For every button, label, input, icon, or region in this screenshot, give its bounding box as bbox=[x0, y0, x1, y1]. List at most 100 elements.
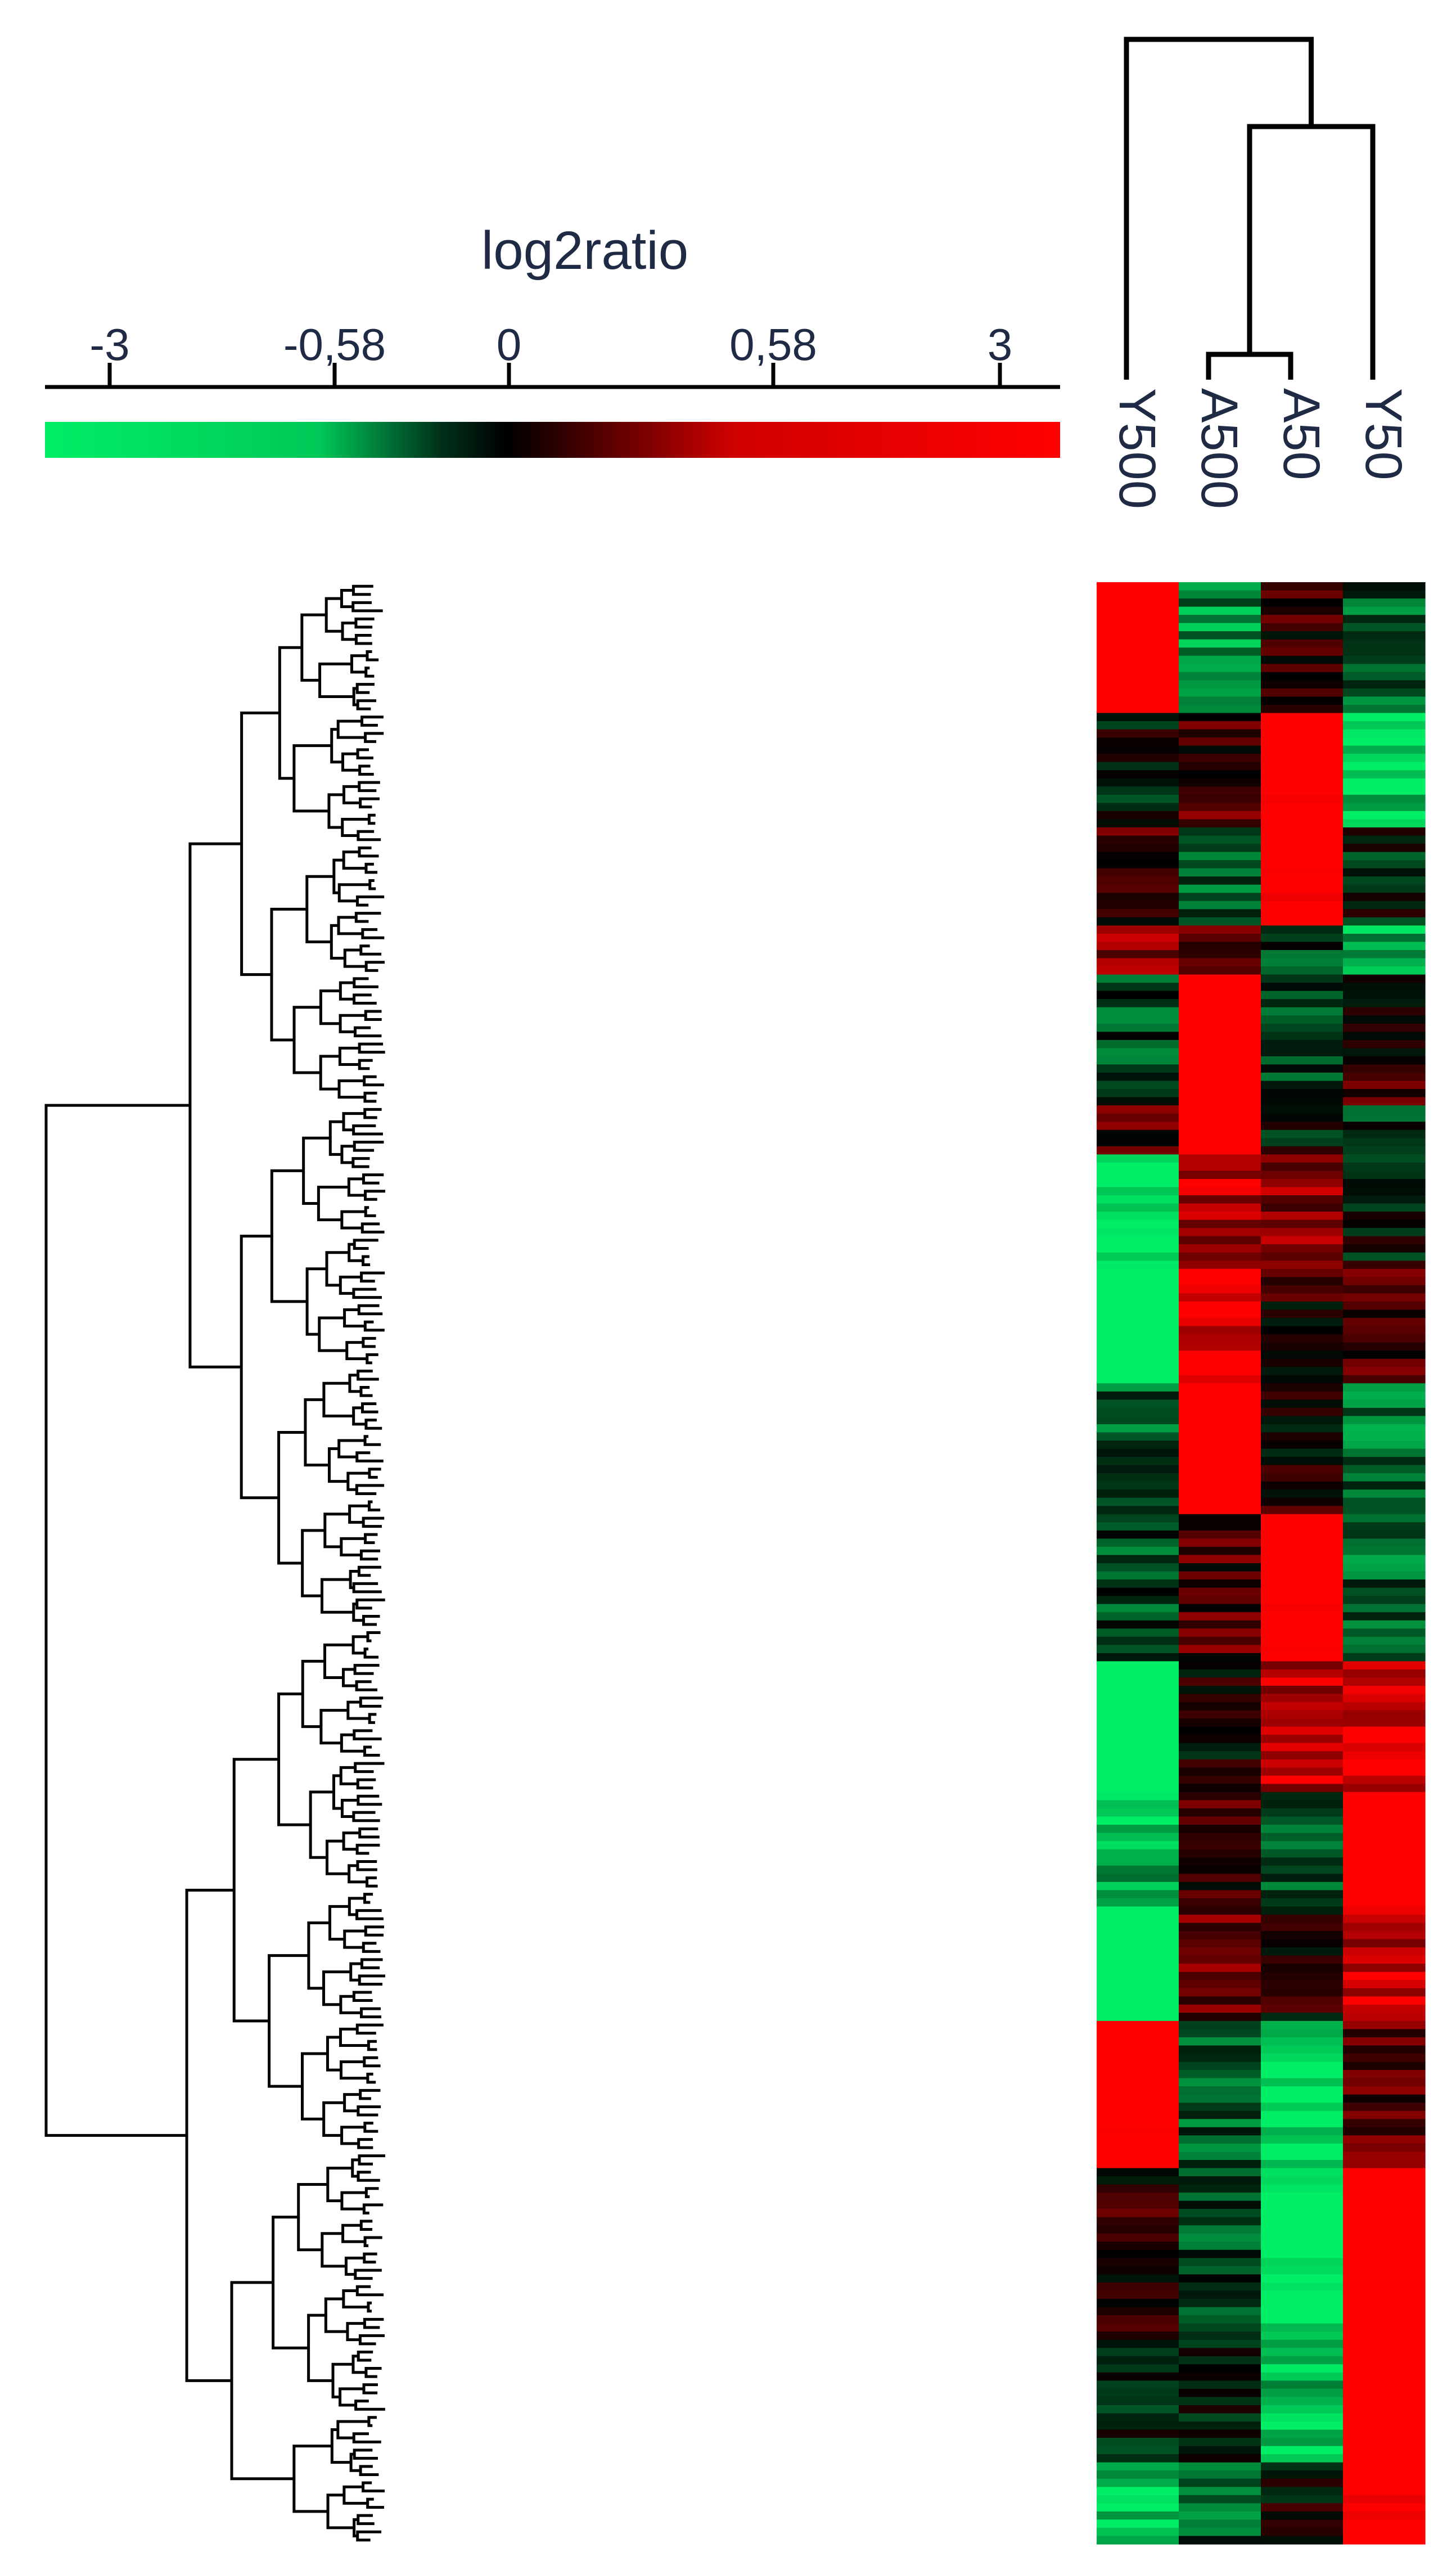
heatmap-cell bbox=[1179, 2307, 1261, 2316]
row-dendrogram-branch bbox=[353, 1141, 384, 1152]
heatmap-cell bbox=[1261, 1097, 1344, 1106]
heatmap-cell bbox=[1097, 1775, 1179, 1784]
heatmap-cell bbox=[1097, 1489, 1179, 1498]
heatmap-cell bbox=[1097, 1383, 1179, 1392]
heatmap-cell bbox=[1261, 852, 1344, 861]
heatmap-cell bbox=[1097, 647, 1179, 656]
heatmap-cell bbox=[1343, 1677, 1426, 1686]
heatmap-cell bbox=[1261, 672, 1344, 681]
heatmap-cell bbox=[1343, 2339, 1426, 2348]
heatmap-cell bbox=[1179, 1669, 1261, 1678]
heatmap-cell bbox=[1343, 2307, 1426, 2316]
heatmap-cell bbox=[1343, 1587, 1426, 1596]
heatmap-cell bbox=[1261, 876, 1344, 885]
heatmap-cell bbox=[1179, 852, 1261, 861]
heatmap-cell bbox=[1097, 2062, 1179, 2071]
heatmap-cell bbox=[1179, 688, 1261, 697]
row-dendrogram-branch bbox=[367, 2416, 377, 2427]
row-dendrogram-branch bbox=[364, 1419, 382, 1430]
heatmap-cell bbox=[1343, 942, 1426, 951]
heatmap-cell bbox=[1343, 1620, 1426, 1629]
heatmap-cell bbox=[1097, 1277, 1179, 1286]
heatmap-cell bbox=[1261, 1596, 1344, 1605]
heatmap-cell bbox=[1261, 999, 1344, 1008]
row-dendrogram-branch bbox=[366, 2497, 384, 2509]
row-dendrogram-branch bbox=[366, 1353, 378, 1365]
heatmap-cell bbox=[1179, 1612, 1261, 1621]
heatmap-cell bbox=[1097, 1301, 1179, 1311]
row-dendrogram-branch bbox=[340, 589, 354, 609]
heatmap-cell bbox=[1343, 1309, 1426, 1318]
row-dendrogram-branch bbox=[355, 895, 385, 907]
heatmap-cell bbox=[1179, 590, 1261, 599]
heatmap-cell bbox=[1343, 2388, 1426, 2397]
row-dendrogram-branch bbox=[318, 1316, 347, 1352]
heatmap-cell bbox=[1343, 1775, 1426, 1784]
heatmap-cell bbox=[1179, 1432, 1261, 1441]
heatmap-cell bbox=[1343, 2037, 1426, 2046]
heatmap-cell bbox=[1179, 2184, 1261, 2193]
heatmap-cell bbox=[1097, 1923, 1179, 1932]
heatmap-cell bbox=[1097, 1898, 1179, 1907]
heatmap-cell bbox=[1343, 705, 1426, 714]
heatmap-cell bbox=[1097, 721, 1179, 730]
heatmap-cell bbox=[1261, 925, 1344, 934]
heatmap-cell bbox=[1097, 1318, 1179, 1327]
row-dendrogram-branch bbox=[326, 2166, 353, 2203]
heatmap-cell bbox=[1179, 1309, 1261, 1318]
heatmap-cell bbox=[1097, 1023, 1179, 1032]
heatmap-cell bbox=[1261, 1800, 1344, 1809]
heatmap-cell bbox=[1343, 1972, 1426, 1981]
heatmap-cell bbox=[1097, 1530, 1179, 1539]
heatmap-cell bbox=[1097, 2184, 1179, 2193]
heatmap-cell bbox=[1179, 1898, 1261, 1907]
row-dendrogram-branch bbox=[353, 1026, 382, 1038]
heatmap-cell bbox=[1097, 1669, 1179, 1678]
heatmap-cell bbox=[1261, 786, 1344, 795]
heatmap-cell bbox=[1097, 2159, 1179, 2169]
heatmap-cell bbox=[1097, 2307, 1179, 2316]
heatmap-cell bbox=[1261, 1775, 1344, 1784]
heatmap-cell bbox=[1179, 2519, 1261, 2528]
heatmap-cell bbox=[1343, 2143, 1426, 2152]
heatmap-cell bbox=[1261, 1473, 1344, 1482]
heatmap-cell bbox=[1261, 1579, 1344, 1588]
heatmap-cell bbox=[1261, 2323, 1344, 2332]
heatmap-cell bbox=[1261, 819, 1344, 828]
heatmap-cell bbox=[1261, 1735, 1344, 1744]
heatmap-cell bbox=[1097, 1865, 1179, 1874]
row-dendrogram-branch bbox=[364, 1925, 384, 1937]
heatmap-cell bbox=[1261, 2380, 1344, 2389]
heatmap-cell bbox=[1179, 2143, 1261, 2152]
heatmap-cell bbox=[1261, 1931, 1344, 1940]
heatmap-cell bbox=[1261, 2127, 1344, 2136]
heatmap-cell bbox=[1179, 664, 1261, 673]
heatmap-cell bbox=[1179, 1318, 1261, 1327]
heatmap-cell bbox=[1343, 868, 1426, 877]
heatmap-cell bbox=[1343, 1514, 1426, 1523]
heatmap-cell bbox=[1261, 1865, 1344, 1874]
heatmap-cell bbox=[1097, 2536, 1179, 2545]
heatmap-cell bbox=[1261, 1056, 1344, 1065]
heatmap-cell bbox=[1179, 2094, 1261, 2103]
heatmap-cell bbox=[1261, 1277, 1344, 1286]
heatmap-cell bbox=[1179, 2299, 1261, 2308]
heatmap-cell bbox=[1097, 1506, 1179, 1515]
heatmap-cell bbox=[1097, 2282, 1179, 2292]
heatmap-cell bbox=[1343, 1996, 1426, 2005]
heatmap-cell bbox=[1343, 2233, 1426, 2242]
heatmap-cell bbox=[1179, 1481, 1261, 1490]
heatmap-cell bbox=[1097, 2233, 1179, 2242]
row-dendrogram-branch bbox=[341, 1668, 357, 1687]
heatmap-cell bbox=[1343, 1056, 1426, 1065]
heatmap-cell bbox=[1097, 1718, 1179, 1727]
heatmap-cell bbox=[1097, 1236, 1179, 1245]
row-dendrogram-branch bbox=[363, 2056, 381, 2068]
heatmap-cells bbox=[1097, 582, 1426, 2545]
color-scale-tick-label: 0 bbox=[497, 319, 522, 370]
heatmap-cell bbox=[1097, 2462, 1179, 2471]
heatmap-cell bbox=[1343, 1293, 1426, 1302]
heatmap-cell bbox=[1343, 582, 1426, 591]
heatmap-cell bbox=[1261, 2503, 1344, 2512]
heatmap-cell bbox=[1097, 819, 1179, 828]
